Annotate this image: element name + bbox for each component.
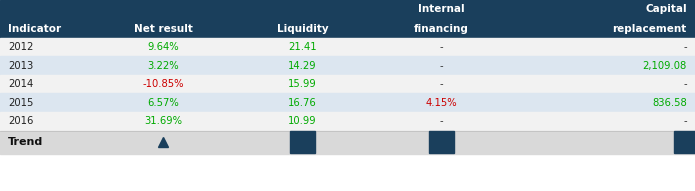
Text: -: -	[439, 116, 443, 126]
Text: -: -	[683, 116, 687, 126]
Text: replacement: replacement	[612, 23, 687, 33]
Text: -10.85%: -10.85%	[142, 79, 184, 89]
Text: Liquidity: Liquidity	[277, 23, 328, 33]
Text: 2014: 2014	[8, 79, 33, 89]
Bar	[0, 130, 695, 154]
Text: 836.58: 836.58	[652, 98, 687, 108]
Text: -: -	[683, 79, 687, 89]
Text: -: -	[683, 42, 687, 52]
Text: -: -	[439, 42, 443, 52]
Text: 4.15%: 4.15%	[425, 98, 457, 108]
Text: -: -	[439, 61, 443, 71]
Text: 2015: 2015	[8, 98, 34, 108]
Text: 21.41: 21.41	[288, 42, 317, 52]
Text: Internal: Internal	[418, 5, 465, 15]
Bar	[0, 0, 695, 38]
Bar	[674, 131, 695, 152]
Text: 16.76: 16.76	[288, 98, 317, 108]
Bar	[0, 75, 695, 94]
Text: 2016: 2016	[8, 116, 34, 126]
Text: 2,109.08: 2,109.08	[642, 61, 687, 71]
Text: 2013: 2013	[8, 61, 33, 71]
Text: 10.99: 10.99	[288, 116, 317, 126]
Text: 31.69%: 31.69%	[145, 116, 182, 126]
Text: 6.57%: 6.57%	[147, 98, 179, 108]
Text: 15.99: 15.99	[288, 79, 317, 89]
Bar	[0, 112, 695, 130]
Text: 9.64%: 9.64%	[147, 42, 179, 52]
Text: 3.22%: 3.22%	[147, 61, 179, 71]
Text: Indicator: Indicator	[8, 23, 61, 33]
Bar	[0, 94, 695, 112]
Text: Capital: Capital	[645, 5, 687, 15]
Bar	[0, 38, 695, 57]
Bar	[0, 57, 695, 75]
Bar	[429, 131, 454, 152]
Text: 2012: 2012	[8, 42, 34, 52]
Text: Trend: Trend	[8, 137, 44, 147]
Text: financing: financing	[414, 23, 468, 33]
Text: 14.29: 14.29	[288, 61, 317, 71]
Text: -: -	[439, 79, 443, 89]
Bar	[290, 131, 315, 152]
Text: Net result: Net result	[134, 23, 193, 33]
